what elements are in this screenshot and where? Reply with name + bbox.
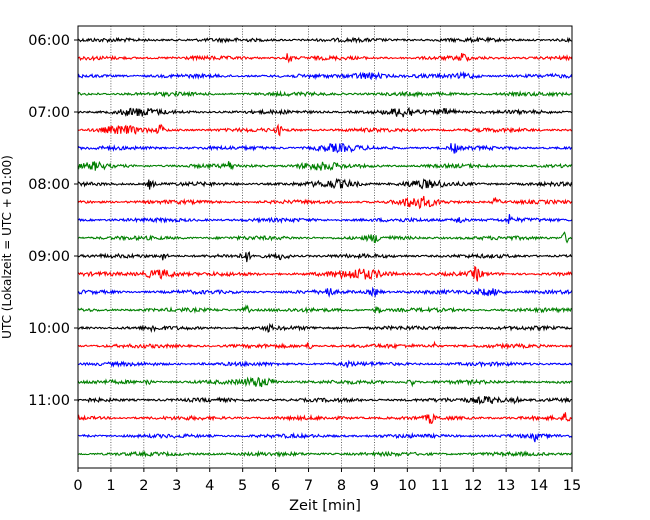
seismogram-trace [77, 195, 573, 210]
seismogram-trace [77, 286, 573, 298]
seismogram-trace [77, 214, 573, 224]
x-tick-label: 6 [271, 478, 280, 494]
seismogram-trace [77, 340, 573, 350]
seismogram-trace [77, 395, 573, 405]
x-tick-label: 13 [497, 478, 515, 494]
y-tick-label: 07:00 [28, 105, 70, 121]
grid-lines [110, 26, 540, 468]
x-tick-label: 2 [139, 478, 148, 494]
y-tick-label: 11:00 [28, 393, 70, 409]
x-axis: 0 1 2 3 4 5 6 7 8 9 10 11 12 13 14 15 [73, 468, 581, 494]
seismogram-trace [77, 70, 573, 81]
x-tick-label: 10 [398, 478, 416, 494]
x-tick-label: 8 [337, 478, 346, 494]
seismogram-trace [77, 123, 573, 137]
y-tick-label: 06:00 [28, 33, 70, 49]
x-tick-label: 15 [563, 478, 581, 494]
seismogram-trace [77, 322, 573, 334]
seismogram-trace [77, 304, 573, 314]
seismogram-trace [77, 251, 573, 263]
trace-group [77, 36, 573, 458]
x-tick-label: 5 [238, 478, 247, 494]
seismogram-trace [77, 450, 573, 458]
seismogram-trace [77, 36, 573, 44]
seismogram-trace [77, 265, 573, 282]
x-tick-label: 3 [172, 478, 181, 494]
y-axis-label: UTC (Lokalzeit = UTC + 01:00) [0, 155, 14, 339]
x-tick-label: 12 [464, 478, 482, 494]
seismogram-trace [77, 160, 573, 172]
x-axis-label: Zeit [min] [289, 498, 361, 514]
y-tick-label: 10:00 [28, 321, 70, 337]
y-tick-label: 08:00 [28, 177, 70, 193]
x-tick-label: 7 [304, 478, 313, 494]
seismogram-trace [77, 412, 573, 425]
y-axis: 06:00 07:00 08:00 09:00 10:00 11:00 [28, 33, 78, 409]
seismogram-trace [77, 231, 573, 244]
x-tick-label: 9 [370, 478, 379, 494]
plot-frame [77, 25, 573, 469]
x-tick-label: 4 [205, 478, 214, 494]
x-tick-label: 14 [530, 478, 548, 494]
x-tick-label: 0 [73, 478, 82, 494]
y-tick-label: 09:00 [28, 249, 70, 265]
seismogram-trace [77, 52, 573, 64]
x-tick-label: 11 [431, 478, 449, 494]
seismogram-trace [77, 359, 573, 369]
seismogram-trace [77, 177, 573, 190]
seismogram-trace [77, 143, 573, 154]
seismogram-trace [77, 431, 573, 443]
x-tick-label: 1 [106, 478, 115, 494]
seismogram-trace [77, 106, 573, 118]
seismogram-trace [77, 376, 573, 388]
seismogram-trace [77, 90, 573, 99]
